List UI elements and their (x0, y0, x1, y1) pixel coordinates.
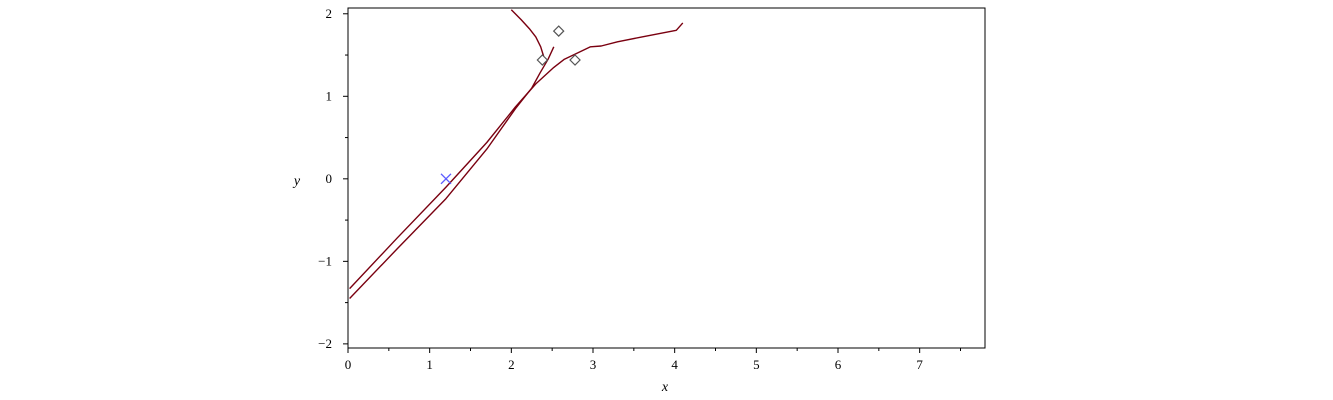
diamond-marker (569, 54, 581, 66)
y-axis-title: y (292, 174, 301, 189)
y-tick-label: −2 (318, 336, 332, 351)
y-tick-label: −1 (318, 253, 332, 268)
x-tick-label: 7 (916, 357, 923, 372)
x-tick-label: 0 (345, 357, 352, 372)
curve-0 (349, 46, 555, 299)
diamond-marker (536, 54, 549, 66)
x-tick-label: 1 (426, 357, 433, 372)
plot-frame (347, 7, 986, 349)
cross-marker-stroke (440, 173, 452, 185)
x-tick-label: 6 (835, 357, 842, 372)
x-tick-label: 2 (508, 357, 515, 372)
y-tick-label: 0 (326, 171, 333, 186)
curve-1 (349, 22, 684, 290)
cross-marker (440, 173, 452, 185)
x-tick-label: 4 (671, 357, 678, 372)
markers-layer (440, 25, 581, 185)
x-axis-title: x (661, 380, 669, 395)
curves-layer (349, 9, 684, 299)
y-tick-label: 1 (326, 88, 333, 103)
diamond-marker (552, 25, 565, 37)
x-tick-label: 5 (753, 357, 760, 372)
x-tick-label: 3 (590, 357, 597, 372)
y-tick-label: 2 (326, 6, 333, 21)
curve-2 (510, 9, 545, 66)
labels-layer: 0 1 2 3 4 5 6 7 −2 −1 0 1 2 (318, 6, 923, 372)
ticks-layer (343, 13, 961, 353)
